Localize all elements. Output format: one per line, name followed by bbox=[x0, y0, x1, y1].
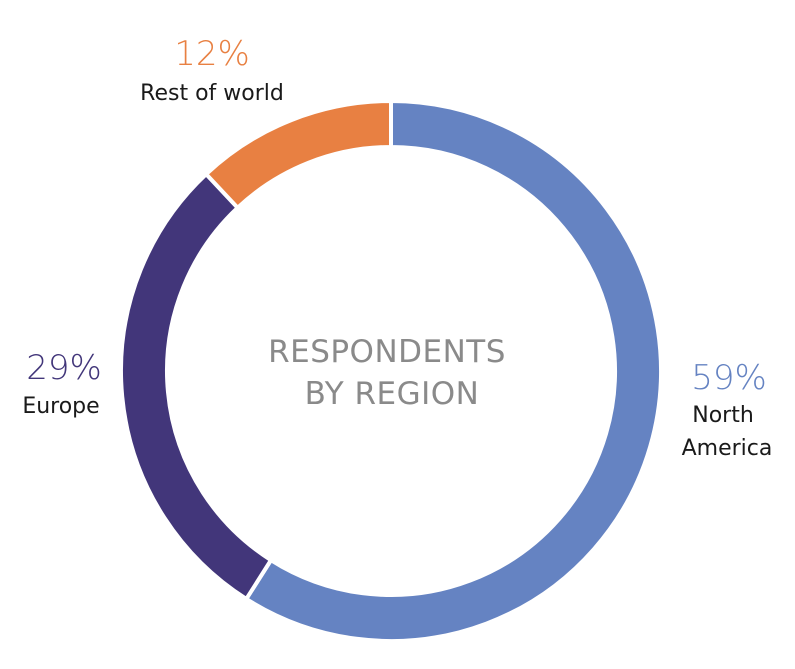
slice-value-label-europe: 29% bbox=[26, 348, 102, 388]
center-title-line-2: BY REGION bbox=[305, 376, 480, 412]
center-title-line-1: RESPONDENTS bbox=[268, 334, 506, 370]
slice-name-label-north-america-line-1: North bbox=[692, 403, 754, 428]
slice-name-label-rest-of-world: Rest of world bbox=[140, 81, 284, 106]
slice-name-label-north-america-line-2: America bbox=[682, 436, 773, 461]
slice-labels: 59% North America 29% Europe 12% Rest of… bbox=[22, 34, 772, 461]
donut-slice-rest-of-world bbox=[204, 99, 393, 210]
donut-slices bbox=[119, 99, 663, 643]
donut-slice-europe bbox=[119, 172, 273, 601]
slice-name-label-europe: Europe bbox=[22, 394, 99, 419]
center-title: RESPONDENTS BY REGION bbox=[268, 334, 506, 412]
slice-value-label-rest-of-world: 12% bbox=[174, 34, 250, 74]
slice-value-label-north-america: 59% bbox=[691, 358, 767, 398]
donut-slice-north-america bbox=[244, 99, 663, 643]
